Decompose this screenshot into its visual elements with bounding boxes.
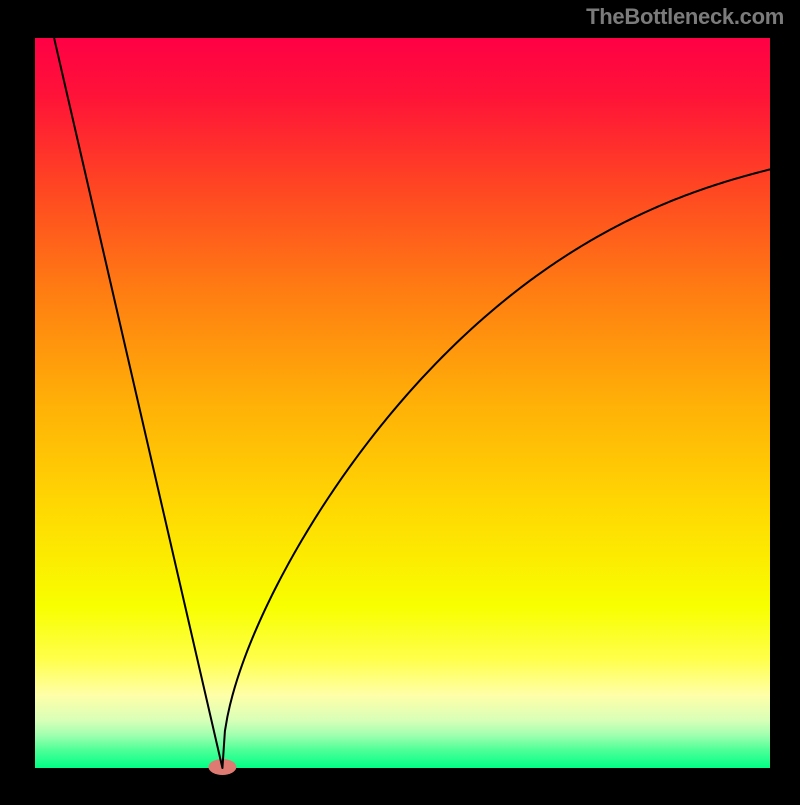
- plot-background: [35, 38, 770, 768]
- watermark-text: TheBottleneck.com: [586, 4, 784, 30]
- chart-svg: [0, 0, 800, 800]
- chart-frame: TheBottleneck.com: [0, 0, 800, 800]
